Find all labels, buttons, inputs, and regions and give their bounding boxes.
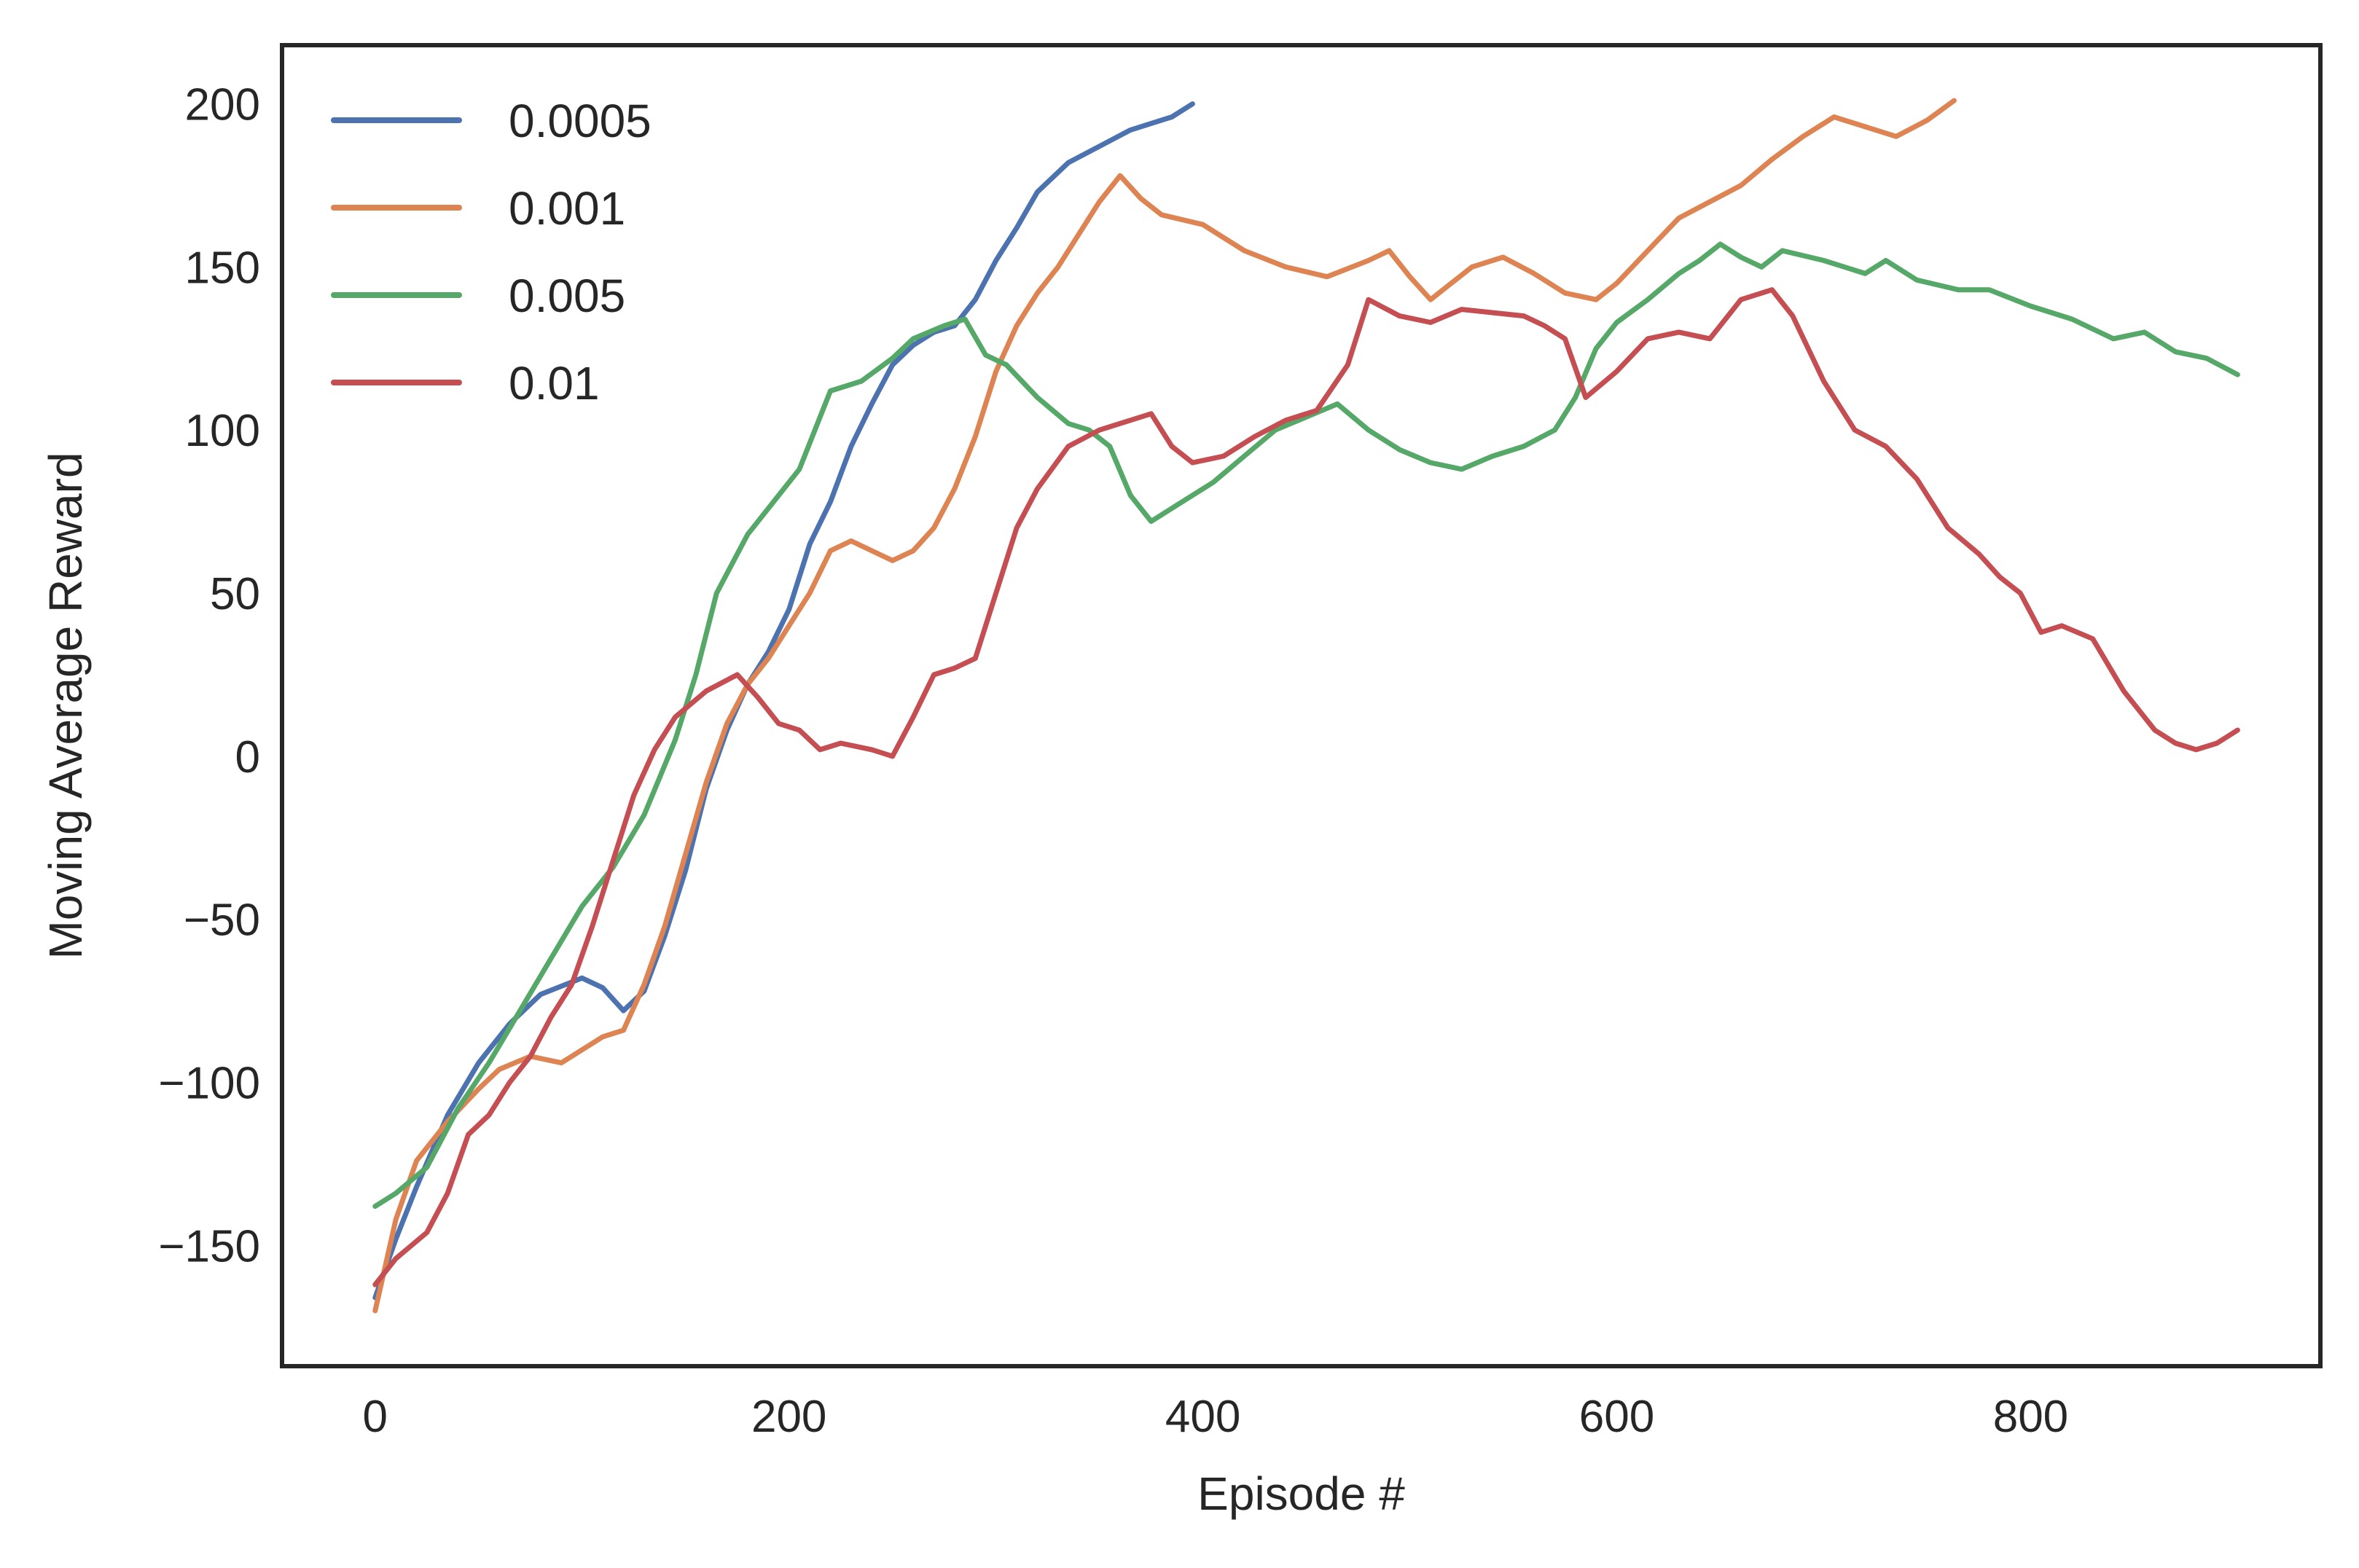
y-axis-ticks: −150 −100 −50 0 50 100 150 200 [158, 80, 260, 1272]
x-axis-ticks: 0 200 400 600 800 [363, 1392, 2069, 1442]
series-line-1 [372, 98, 1957, 1314]
y-tick-label: 200 [185, 80, 260, 130]
series-line-2 [372, 241, 2240, 1210]
y-tick-label: 150 [185, 243, 260, 293]
legend-label: 0.001 [509, 182, 625, 235]
x-tick-label: 0 [363, 1392, 388, 1442]
x-tick-label: 400 [1165, 1392, 1240, 1442]
legend-label: 0.01 [509, 357, 600, 409]
y-tick-label: −150 [158, 1221, 260, 1271]
x-tick-label: 200 [751, 1392, 826, 1442]
x-axis-title: Episode # [1197, 1467, 1405, 1520]
x-tick-label: 600 [1579, 1392, 1654, 1442]
plot-frame [280, 43, 2323, 1368]
series-line-0 [372, 101, 1195, 1301]
y-tick-label: 0 [235, 732, 260, 783]
y-axis-title: Moving Average Reward [39, 452, 92, 959]
series-layer [372, 98, 2240, 1314]
series-line-3 [372, 287, 2240, 1287]
y-tick-label: 50 [210, 569, 260, 619]
x-tick-label: 800 [1993, 1392, 2068, 1442]
legend-label: 0.0005 [509, 95, 652, 147]
y-tick-label: −50 [184, 895, 260, 946]
legend: 0.0005 0.001 0.005 0.01 [331, 95, 652, 409]
y-tick-label: −100 [158, 1059, 260, 1109]
legend-label: 0.005 [509, 270, 625, 322]
y-tick-label: 100 [185, 406, 260, 456]
